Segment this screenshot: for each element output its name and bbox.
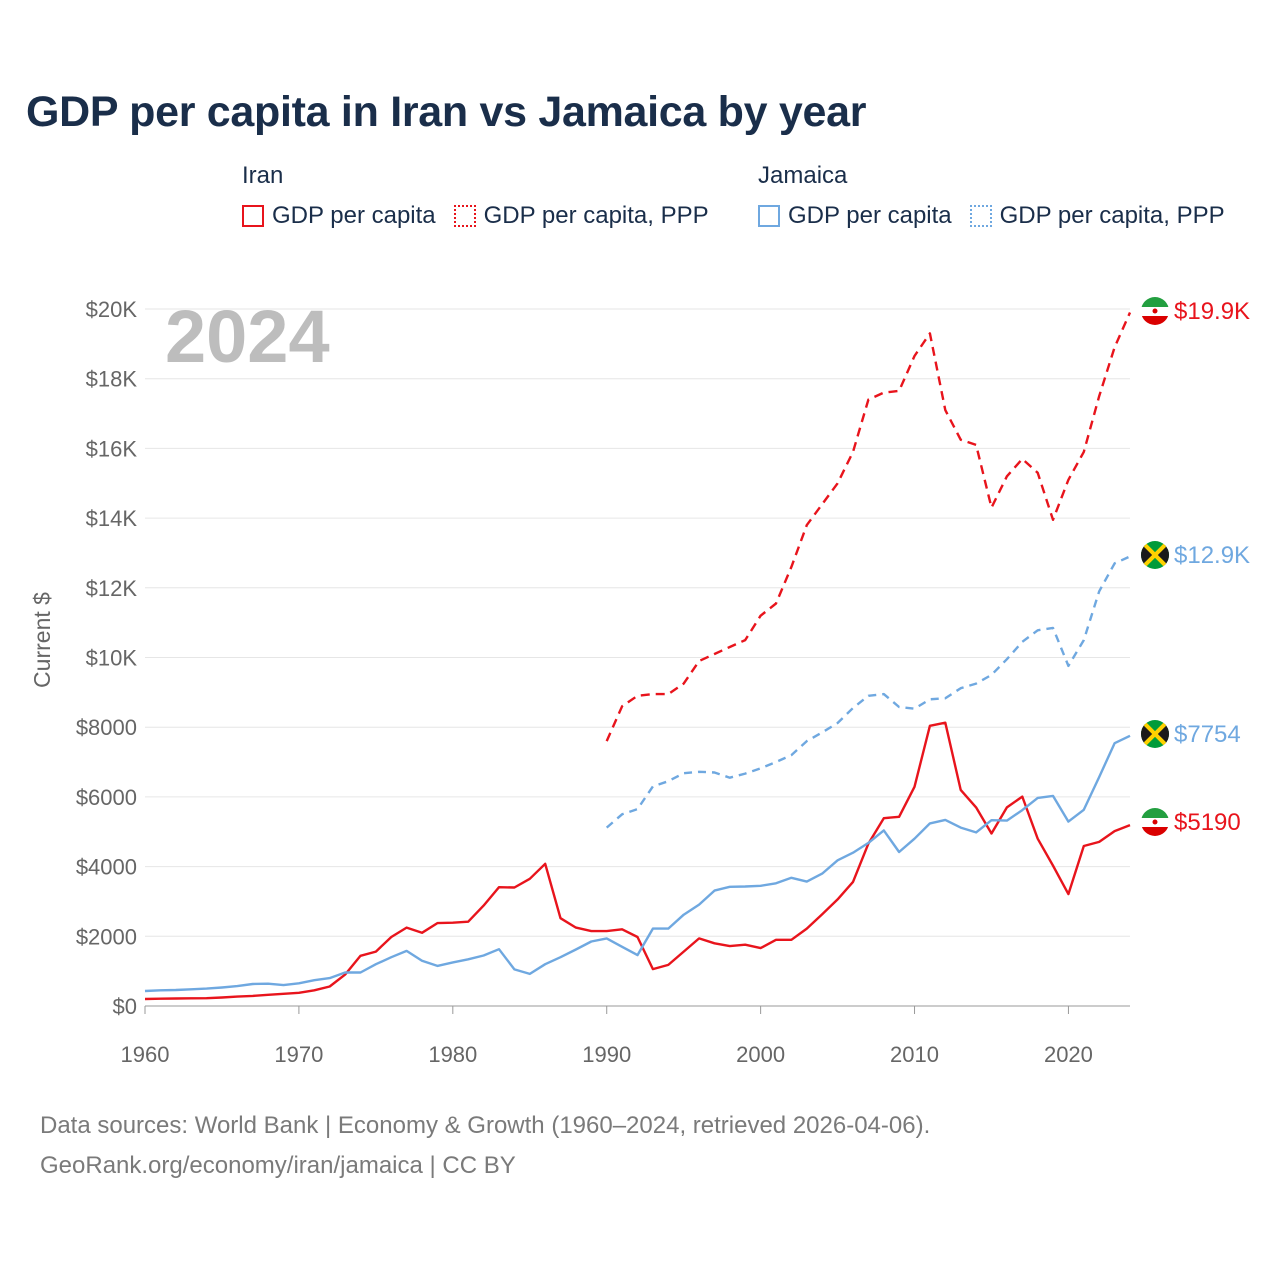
- end-label-iran-ppp: $19.9K: [1174, 298, 1250, 325]
- legend-iran: Iran GDP per capita GDP per capita, PPP: [242, 162, 727, 230]
- legend-heading-iran: Iran: [242, 162, 284, 189]
- legend-item-iran-ppp[interactable]: GDP per capita, PPP: [453, 202, 709, 230]
- dotted-swatch-icon: [453, 205, 476, 227]
- legend-item-jamaica-gdp[interactable]: GDP per capita: [758, 202, 952, 230]
- footer-attribution: GeoRank.org/economy/iran/jamaica | CC BY: [40, 1152, 516, 1179]
- x-tick-label: 1990: [582, 1042, 631, 1067]
- legend-jamaica: Jamaica GDP per capita GDP per capita, P…: [758, 162, 1243, 230]
- axes: $0 $2000 $4000 $6000 $8000 $10K $12K $14K $16K $1…: [76, 297, 1130, 1067]
- y-tick-label: $12K: [86, 576, 138, 601]
- y-tick-label: $6000: [76, 785, 137, 810]
- legend-item-iran-gdp[interactable]: GDP per capita: [242, 202, 436, 230]
- legend-label-jamaica-gdp: GDP per capita: [788, 202, 952, 229]
- y-axis-label: Current $: [29, 592, 55, 688]
- x-tick-label: 1970: [274, 1042, 323, 1067]
- legend-label-iran-gdp: GDP per capita: [272, 202, 436, 229]
- x-tick-label: 2010: [890, 1042, 939, 1067]
- line-chart: $0 $2000 $4000 $6000 $8000 $10K $12K $14K $16K $1…: [29, 295, 1250, 1067]
- footer: Data sources: World Bank | Economy & Gro…: [40, 1106, 930, 1186]
- x-tick-label: 1980: [428, 1042, 477, 1067]
- y-tick-label: $2000: [76, 924, 137, 949]
- legend-label-jamaica-ppp: GDP per capita, PPP: [999, 202, 1225, 229]
- jamaica-flag-icon: [1141, 541, 1169, 569]
- series-line-iran-gdp-per-capita: [144, 721, 1131, 1001]
- page-title: GDP per capita in Iran vs Jamaica by yea…: [26, 88, 867, 136]
- solid-swatch-icon: [758, 205, 780, 227]
- y-tick-label: $20K: [86, 297, 138, 322]
- legend-label-iran-ppp: GDP per capita, PPP: [483, 202, 709, 229]
- y-tick-label: $16K: [86, 436, 138, 461]
- end-label-jamaica-gdp: $7754: [1174, 721, 1241, 748]
- x-tick-label: 2000: [736, 1042, 785, 1067]
- end-label-jamaica-ppp: $12.9K: [1174, 542, 1250, 569]
- end-label-iran-gdp: $5190: [1174, 809, 1241, 836]
- series-line-iran-gdp-per-capita-ppp: [605, 312, 1132, 742]
- y-tick-label: $0: [113, 994, 137, 1019]
- y-tick-label: $14K: [86, 506, 138, 531]
- footer-sources: Data sources: World Bank | Economy & Gro…: [40, 1112, 931, 1139]
- series-line-jamaica-gdp-per-capita-ppp: [605, 555, 1131, 829]
- y-tick-label: $4000: [76, 855, 137, 880]
- y-tick-label: $10K: [86, 646, 138, 671]
- legend-heading-jamaica: Jamaica: [758, 162, 848, 189]
- dotted-swatch-icon: [969, 205, 992, 227]
- iran-flag-icon: [1141, 808, 1169, 836]
- solid-swatch-icon: [242, 205, 264, 227]
- grid: [145, 308, 1130, 1007]
- year-watermark: 2024: [165, 295, 330, 378]
- iran-flag-icon: [1141, 297, 1169, 325]
- x-tick-label: 1960: [121, 1042, 170, 1067]
- y-tick-label: $8000: [76, 715, 137, 740]
- series: [144, 312, 1132, 1001]
- x-tick-label: 2020: [1044, 1042, 1093, 1067]
- series-line-jamaica-gdp-per-capita: [144, 734, 1131, 993]
- jamaica-flag-icon: [1141, 720, 1169, 748]
- legend-item-jamaica-ppp[interactable]: GDP per capita, PPP: [969, 202, 1225, 230]
- y-tick-label: $18K: [86, 367, 138, 392]
